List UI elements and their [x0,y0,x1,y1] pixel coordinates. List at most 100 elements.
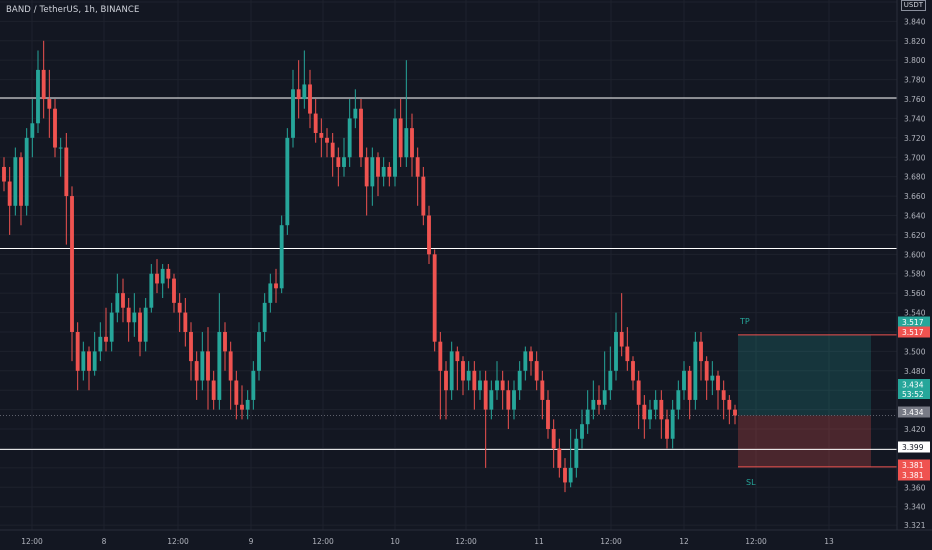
candle-body [381,166,386,177]
candle-body [427,215,431,255]
candle-body [160,268,165,284]
candle-body [574,438,579,468]
y-tick-label: 3.720 [904,134,926,143]
candle-body [194,361,199,381]
candle-body [585,409,590,425]
candle-body [87,351,91,371]
take-profit-zone[interactable] [738,334,871,416]
candle-body [721,390,726,400]
horizontal-levels[interactable] [0,97,897,450]
candle-body [631,361,635,381]
candle-body [291,89,295,138]
candle-body [370,157,375,187]
candle-body [347,118,352,158]
candle-body [143,307,148,342]
candle-body [665,419,669,439]
x-tick-label: 12:00 [455,537,477,546]
y-tick-label: 3.640 [904,211,926,220]
candle-body [444,370,448,391]
price-tag: 3.517 [898,326,930,338]
candle-body [597,399,601,405]
price-tag-text: 3.381 [902,461,924,470]
candle-body [432,254,437,342]
candle-body [217,331,222,400]
y-tick-label: 3.700 [904,153,926,162]
candle-body [200,351,205,381]
stop-loss-zone[interactable] [738,415,871,467]
candle-body [19,157,23,206]
y-tick-label: 3.420 [904,425,926,434]
candle-body [211,380,216,400]
y-tick-label: 3.360 [904,483,926,492]
candle-body [483,380,488,410]
candle-body [336,157,341,167]
price-tag-text: 3.399 [902,443,924,452]
candle-body [438,341,443,371]
candle-body [704,361,709,381]
candle-body [302,84,307,100]
time-axis[interactable]: 12:00 8 12:00 9 12:00 10 12:00 11 12:00 12 12:00 13 [21,537,834,546]
x-tick-label: 9 [249,537,254,546]
candle-body [121,293,125,308]
candle-body [126,307,131,323]
x-tick-label: 12:00 [600,537,622,546]
y-tick-label: 3.800 [904,56,926,65]
candle-body [529,351,533,362]
candle-body [285,137,290,226]
candle-body [472,370,477,391]
candle-body [257,331,261,371]
x-tick-label: 13 [824,537,834,546]
price-tag: 3.434 [898,406,930,418]
candle-body [404,128,409,158]
y-tick-label: 3.321 [904,521,926,530]
candle-body [41,69,46,100]
candle-body [551,429,556,449]
candle-body [251,370,256,400]
candle-body [138,312,142,342]
candle-body [455,351,460,362]
candle-body [727,399,732,410]
candle-body [466,370,471,381]
price-tag: 3.381 [898,459,930,471]
currency-label: USDT [900,0,926,11]
candle-body [376,157,380,177]
y-tick-label: 3.660 [904,192,926,201]
candle-body [53,108,57,148]
candle-body [206,351,210,381]
y-tick-label: 3.740 [904,114,926,123]
candle-body [81,351,86,371]
y-tick-label: 3.580 [904,270,926,279]
candle-body [648,409,652,420]
y-tick-label: 3.620 [904,231,926,240]
candle-body [653,399,658,410]
candle-body [421,176,426,216]
candle-body [183,312,188,332]
candle-body [699,341,703,362]
candles [2,40,737,493]
candle-body [364,157,369,187]
y-tick-label: 3.340 [904,503,926,512]
candle-body [659,399,664,420]
candle-body [449,351,454,391]
candle-body [92,351,97,371]
candle-body [313,113,318,133]
candle-body [568,467,573,483]
candle-body [557,448,562,468]
candle-body [177,302,182,313]
y-tick-label: 3.780 [904,76,926,85]
candle-body [115,293,120,313]
position-zones: TP SL [0,317,897,487]
candle-body [693,341,698,400]
candle-body [234,380,239,405]
candle-body [262,302,267,332]
candle-body [670,409,675,439]
x-tick-label: 12 [679,537,689,546]
candle-body [602,390,607,405]
candle-body [342,157,346,167]
candle-body [319,132,324,138]
candle-body [608,370,613,391]
x-tick-label: 11 [534,537,544,546]
candle-body [642,404,647,420]
